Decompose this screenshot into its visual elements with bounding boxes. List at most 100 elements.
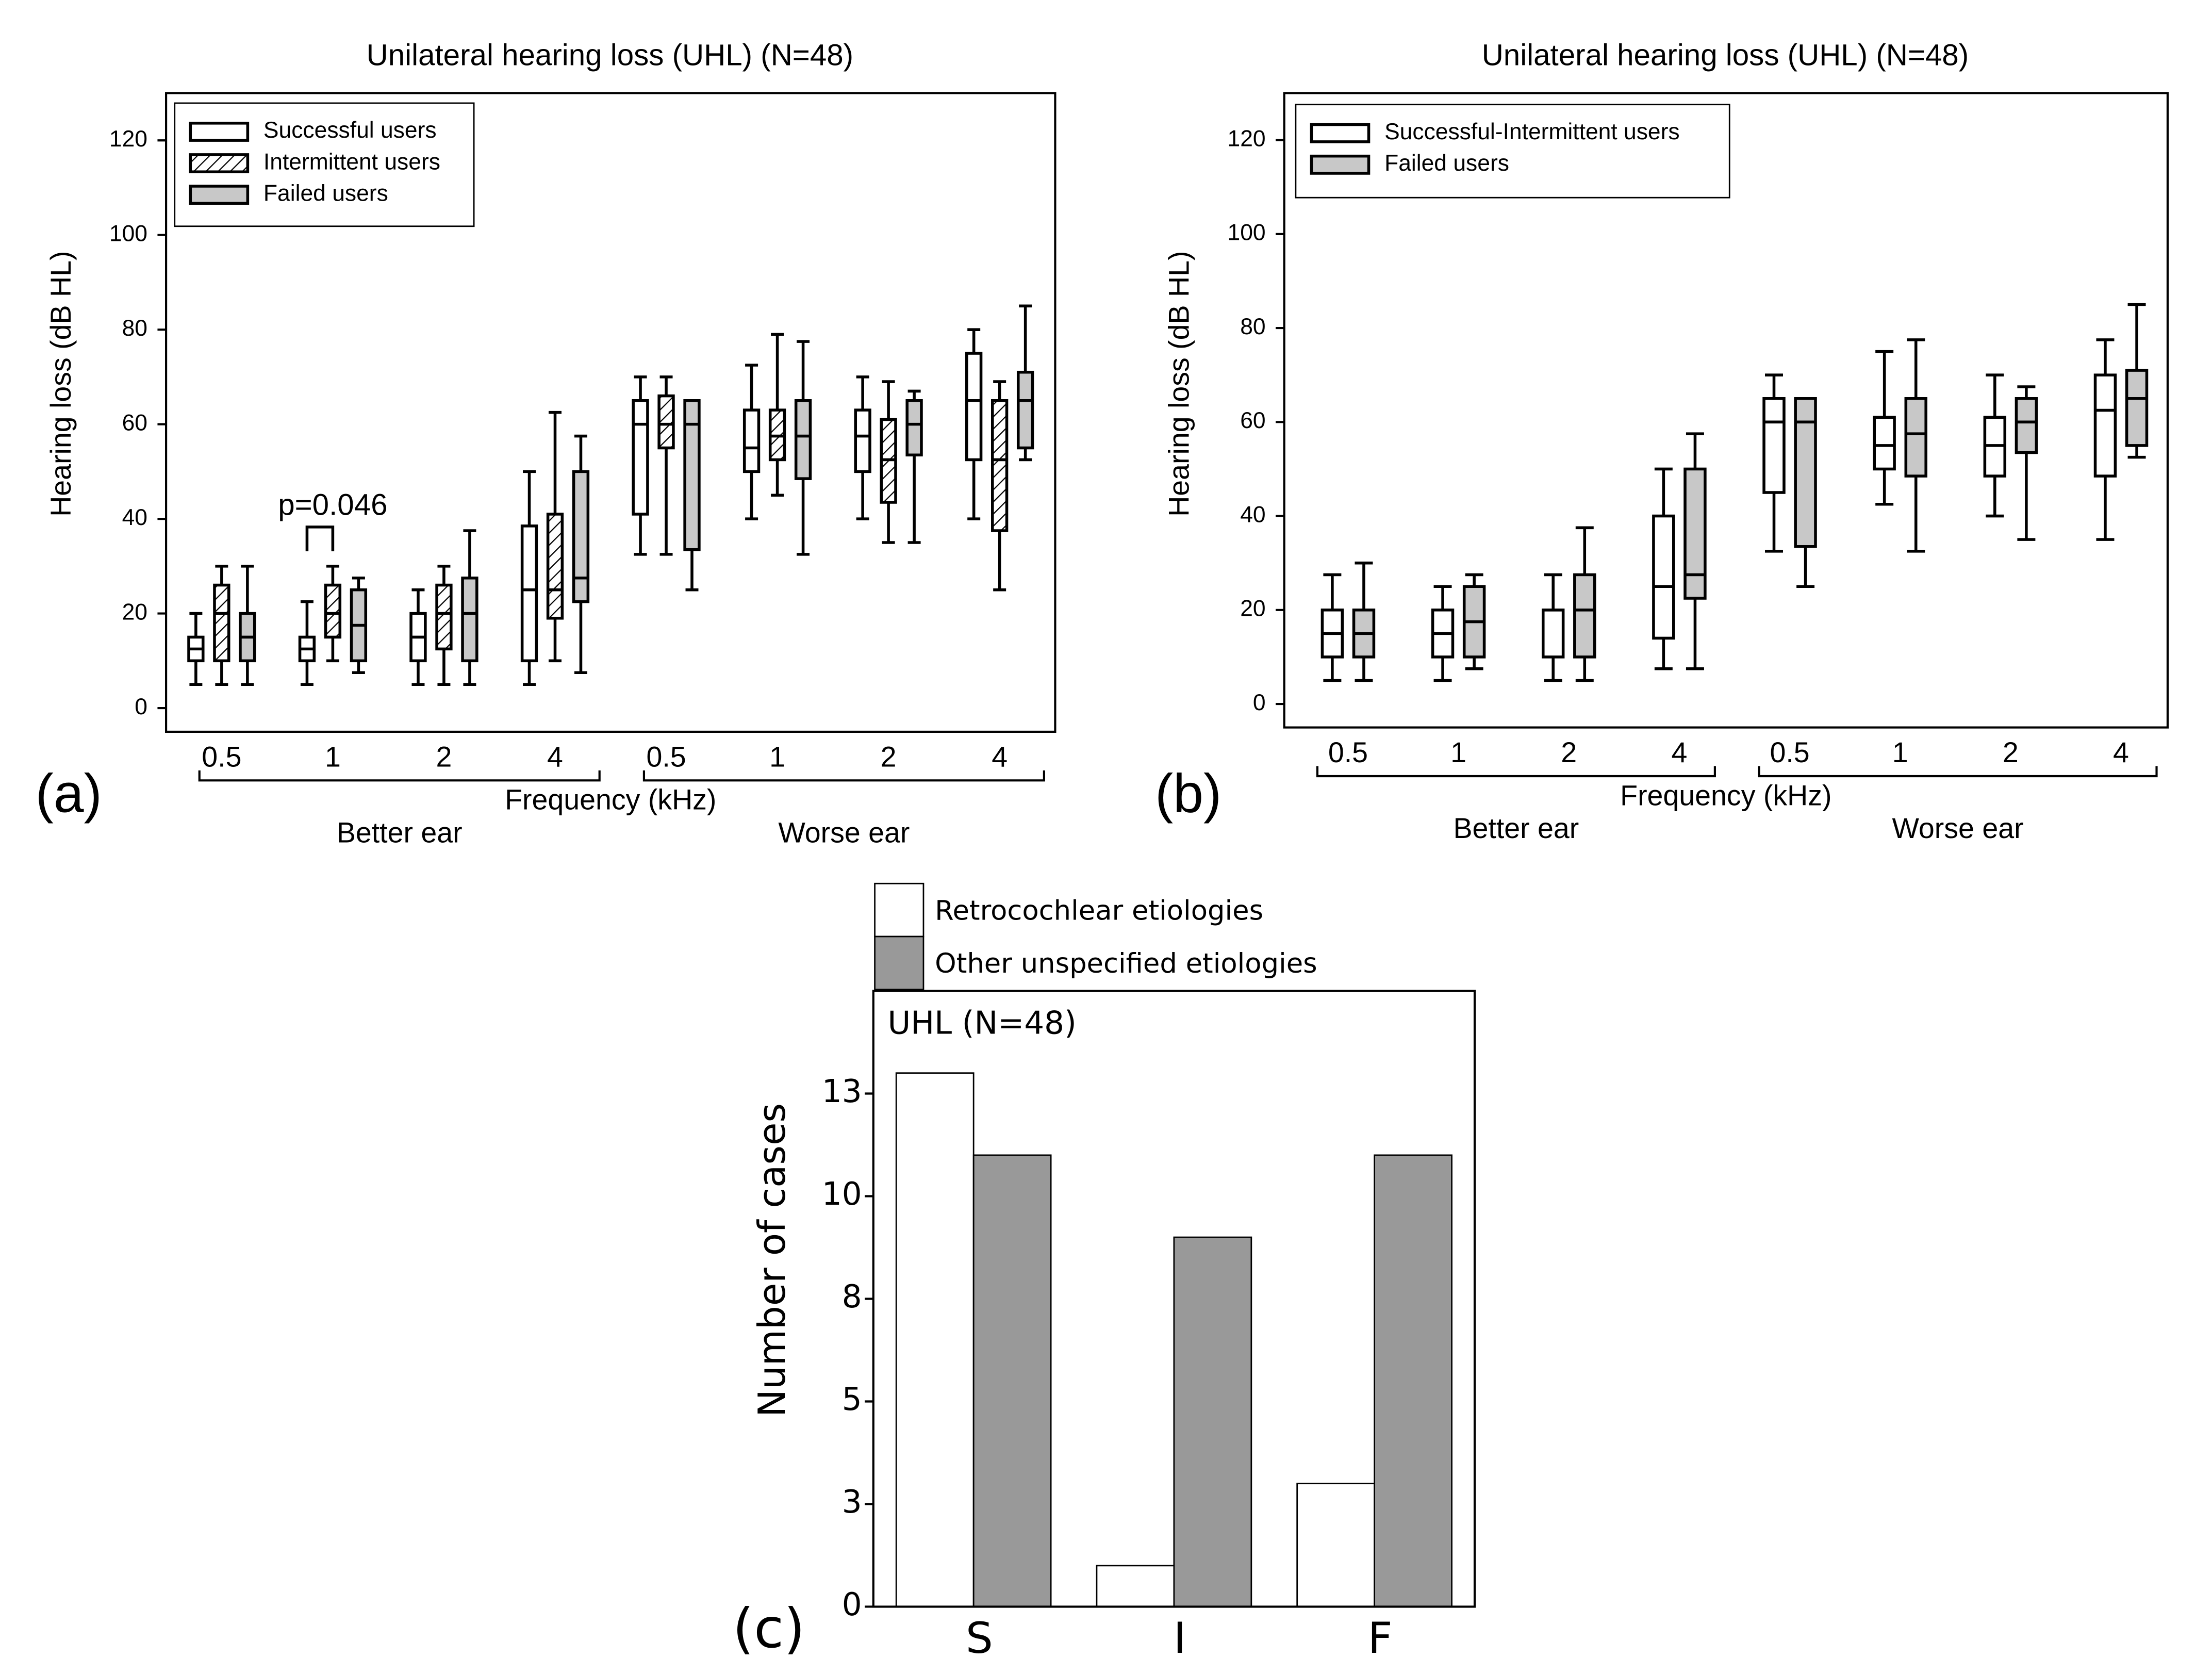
panel-label: (c) [733, 1597, 805, 1660]
legend-label: Failed users [1384, 151, 1509, 176]
x-tick-label: 2 [881, 741, 897, 773]
y-tick-label: 40 [1240, 502, 1265, 527]
y-tick-label: 20 [122, 599, 147, 625]
box [1683, 467, 1707, 600]
box [1016, 370, 1034, 450]
x-tick-label: 1 [1892, 736, 1908, 768]
x-tick-label: 2 [436, 741, 452, 773]
box [2015, 397, 2038, 454]
box [461, 577, 478, 663]
x-tick-label: 4 [1671, 736, 1687, 768]
y-tick-label: 5 [842, 1381, 862, 1418]
box [213, 583, 230, 663]
box [1652, 514, 1675, 640]
y-tick-label: 0 [1253, 690, 1266, 715]
x-tick-label: 0.5 [1770, 736, 1809, 768]
group-label: Worse ear [778, 817, 910, 849]
bar [895, 1072, 975, 1607]
x-tick-label: 0.5 [1328, 736, 1368, 768]
y-tick-label: 80 [122, 316, 147, 341]
annotation: UHL (N=48) [888, 1005, 1077, 1042]
legend-label: Failed users [263, 180, 388, 206]
plot-frame [1283, 92, 2169, 729]
legend-swatch [874, 936, 925, 991]
box [991, 399, 1009, 532]
x-tick-label: 1 [769, 741, 785, 773]
y-tick-label: 8 [842, 1278, 862, 1315]
group-bracket [1758, 766, 2158, 778]
x-tick-label: 2 [1561, 736, 1577, 768]
group-label: Better ear [337, 817, 463, 849]
bar [1096, 1565, 1175, 1607]
bar [1296, 1483, 1376, 1607]
y-tick-label: 100 [1228, 220, 1266, 245]
box [794, 399, 812, 480]
box [324, 583, 342, 639]
bar [972, 1154, 1052, 1607]
box [520, 524, 538, 663]
y-tick-label: 60 [1240, 408, 1265, 433]
y-tick-label: 10 [822, 1176, 862, 1212]
chart-title: Unilateral hearing loss (UHL) (N=48) [1482, 38, 1969, 72]
plot-frame [165, 92, 1057, 733]
box [2125, 369, 2149, 447]
y-axis-label: Hearing loss (dB HL) [45, 251, 77, 517]
x-tick-label: F [1368, 1613, 1393, 1663]
x-tick-label: 2 [2003, 736, 2019, 768]
legend-swatch [1310, 123, 1371, 143]
y-axis-label: Hearing loss (dB HL) [1163, 251, 1195, 517]
y-tick-label: 100 [109, 221, 147, 246]
legend-label: Successful-Intermittent users [1384, 119, 1680, 144]
significance-bracket [305, 526, 335, 552]
legend-label: Intermittent users [263, 149, 440, 174]
y-tick-label: 0 [842, 1586, 862, 1623]
y-tick-label: 13 [822, 1073, 862, 1110]
box-chart: Unilateral hearing loss (UHL) (N=48) Hear… [36, 38, 1057, 849]
y-tick-label: 40 [122, 505, 147, 530]
y-tick-label: 0 [135, 694, 147, 719]
y-tick-label: 120 [109, 126, 147, 152]
y-tick-label: 3 [842, 1484, 862, 1520]
legend-swatch [189, 122, 250, 142]
annotation: p=0.046 [278, 488, 387, 521]
x-tick-label: 4 [2113, 736, 2129, 768]
box [905, 399, 923, 457]
x-axis-label: Frequency (kHz) [505, 784, 716, 816]
bar [1374, 1154, 1452, 1607]
group-bracket [642, 770, 1045, 782]
bar [1173, 1236, 1252, 1607]
y-axis-label: Number of cases [751, 1103, 794, 1417]
legend-label: Other unspecified etiologies [935, 948, 1317, 979]
x-tick-label: 0.5 [646, 741, 686, 773]
box [1904, 397, 1927, 478]
x-tick-label: S [966, 1613, 993, 1663]
box [546, 513, 564, 620]
box-chart: Unilateral hearing loss (UHL) (N=48) Hear… [1155, 38, 2169, 844]
x-axis-label: Frequency (kHz) [1620, 779, 1831, 811]
x-tick-label: 4 [547, 741, 563, 773]
y-tick-label: 60 [122, 410, 147, 435]
legend-swatch [189, 153, 250, 173]
box [854, 408, 871, 473]
box [2093, 373, 2117, 478]
box [632, 399, 649, 516]
x-tick-label: 1 [325, 741, 341, 773]
box [1873, 416, 1896, 471]
x-tick-label: 4 [992, 741, 1008, 773]
group-bracket [198, 770, 601, 782]
panel-label: (a) [36, 763, 102, 824]
group-bracket [1316, 766, 1716, 778]
box [1762, 397, 1786, 494]
legend-label: Retrocochlear etiologies [935, 895, 1263, 926]
group-label: Worse ear [1892, 812, 2024, 844]
legend-swatch [189, 185, 250, 205]
x-tick-label: I [1174, 1613, 1186, 1663]
y-tick-label: 20 [1240, 596, 1265, 621]
bar-chart: Retrocochlear etiologies Other unspecifie… [733, 882, 1476, 1663]
box [657, 394, 675, 450]
panel-label: (b) [1155, 763, 1221, 824]
box [572, 470, 590, 603]
x-tick-label: 1 [1450, 736, 1466, 768]
box [742, 408, 761, 473]
